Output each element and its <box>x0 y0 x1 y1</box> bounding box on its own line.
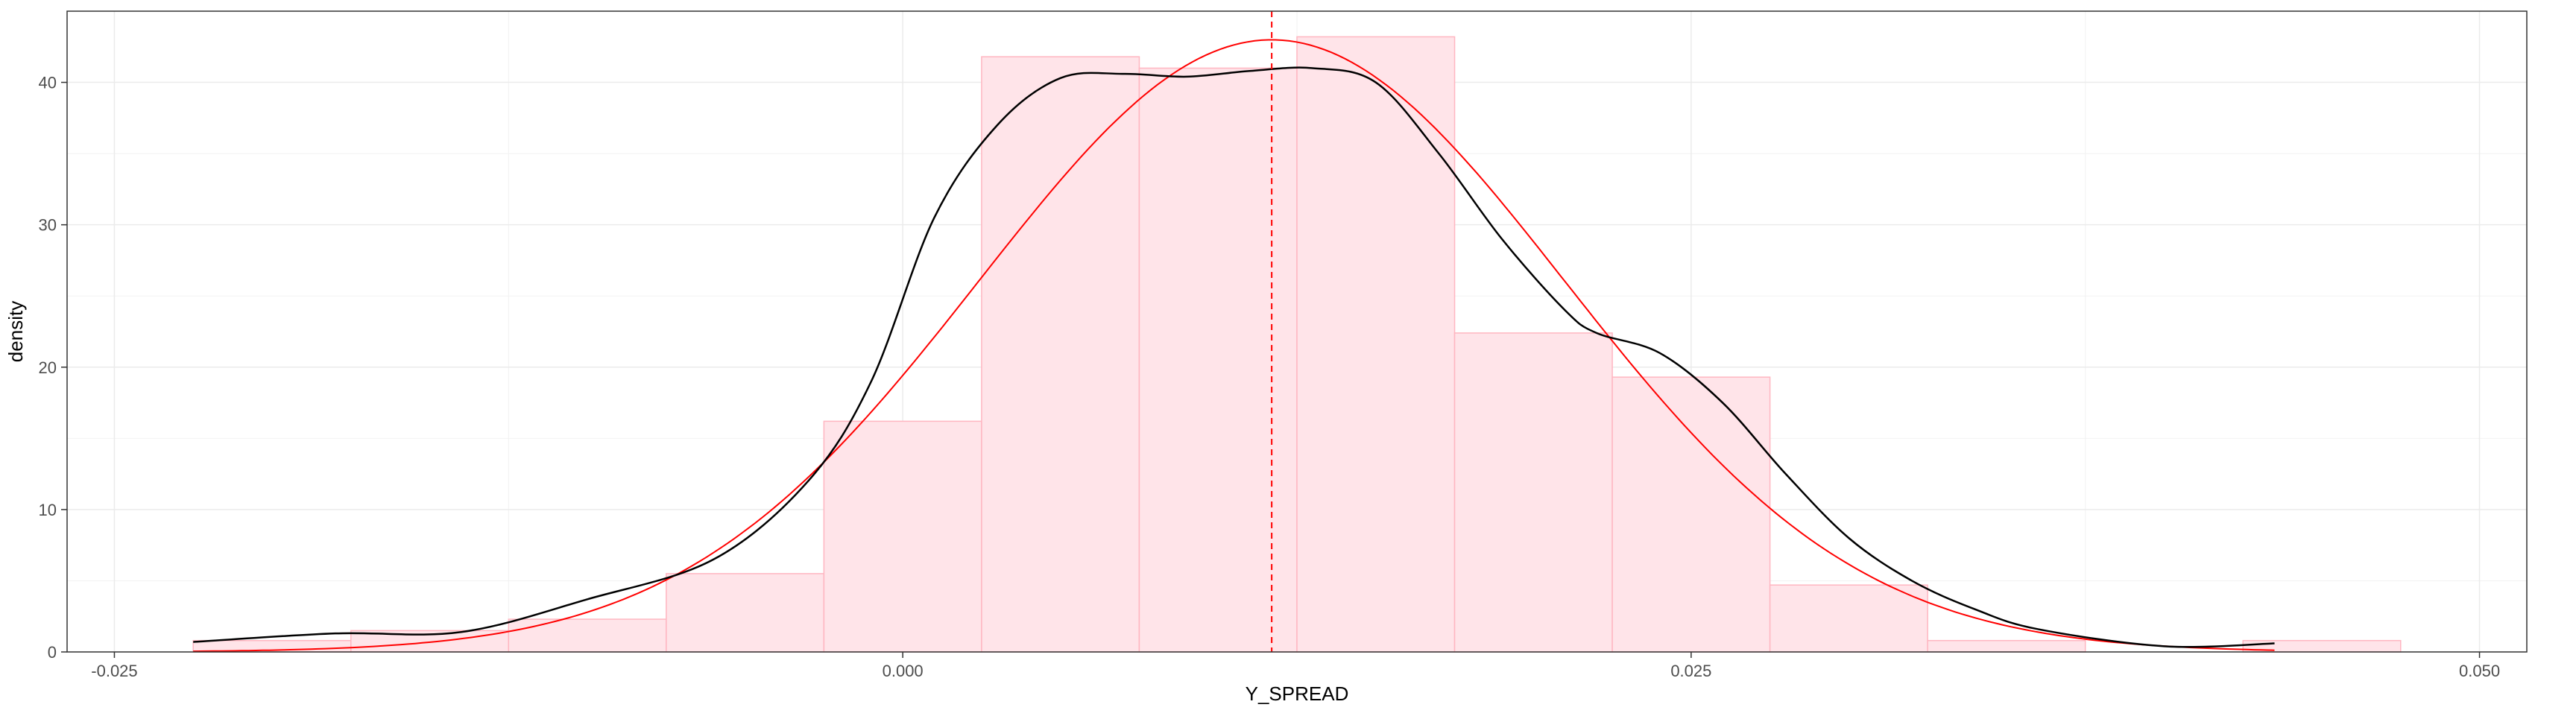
histogram-bar <box>1296 36 1456 653</box>
x-tick-label: -0.025 <box>91 662 137 680</box>
panel-border <box>66 10 2528 653</box>
axes-layer: -0.025 0.000 0.025 0.050 0 10 20 30 40 <box>39 74 2501 680</box>
histogram-bar <box>1769 584 1928 653</box>
histogram-bar <box>1927 639 2086 653</box>
histogram-bar <box>1138 67 1298 653</box>
histogram-bar <box>666 573 825 653</box>
histogram-bar <box>1611 376 1771 653</box>
y-tick-label: 20 <box>39 358 57 377</box>
histogram-bars <box>192 36 2402 653</box>
histogram-bar <box>508 618 667 653</box>
y-axis-title: density <box>4 301 27 362</box>
x-tick-label: 0.000 <box>883 662 924 680</box>
kde-curve <box>193 66 2275 648</box>
histogram-bar <box>981 56 1140 653</box>
y-tick-label: 30 <box>39 216 57 235</box>
x-axis-title: Y_SPREAD <box>1246 682 1349 705</box>
histogram-bar <box>823 420 982 653</box>
x-tick-label: 0.025 <box>1670 662 1711 680</box>
y-tick-label: 0 <box>48 643 57 662</box>
y-tick-label: 10 <box>39 501 57 519</box>
y-tick-label: 40 <box>39 74 57 92</box>
normal-fit-curve <box>193 39 2275 653</box>
histogram-bar <box>1453 332 1613 653</box>
curves-layer <box>193 11 2275 653</box>
x-tick-label: 0.050 <box>2459 662 2500 680</box>
